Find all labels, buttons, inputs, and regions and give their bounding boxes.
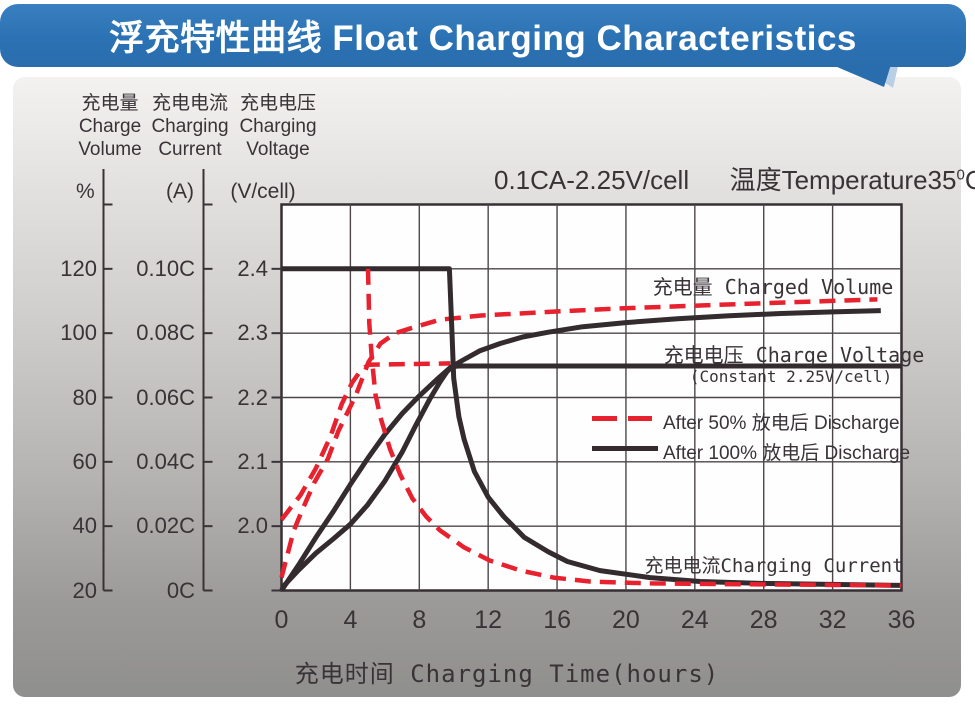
x-axis-tick-label: 24 [680, 606, 709, 634]
temperature-unit: C [964, 165, 975, 195]
charge-volume-tick-label: 60 [72, 448, 97, 474]
charging-current-after-50pct-discharge-curve [365, 268, 902, 588]
charging-current-tick-label: 0.04C [136, 448, 195, 474]
charge-voltage-after-50pct-discharge-curve [279, 361, 451, 522]
charged-volume-after-50pct-discharge-curve [279, 297, 878, 579]
charge-voltage-after-100pct-discharge-curve [280, 363, 902, 590]
charging-current-tick-label: 0.06C [136, 384, 195, 410]
x-axis-title: 充电时间 Charging Time(hours) [294, 660, 720, 688]
charging-current-tick-label: 0.08C [136, 320, 195, 346]
charging-voltage-axis-header: 充电电压 Charging Voltage [223, 92, 333, 161]
charging-current-header-zh: 充电电流 [151, 93, 228, 114]
charge-volume-header-zh: 充电量 [81, 93, 139, 114]
x-axis-tick-label: 4 [343, 606, 358, 634]
legend-label-100pct-discharge: After 100% 放电后 Discharge [663, 443, 911, 464]
test-condition-annotation: 0.1CA-2.25V/cell 温度Temperature350C [494, 160, 975, 197]
charging-current-header-en1: Charging [151, 116, 229, 137]
x-axis-tick-label: 28 [749, 606, 778, 634]
charging-voltage-header-en1: Charging [239, 116, 317, 137]
charge-volume-header-en2: Volume [78, 139, 142, 160]
charged-volume-after-100pct-discharge-curve [279, 308, 881, 592]
x-axis-tick-label: 12 [474, 606, 503, 634]
charging-voltage-tick-label: 2.2 [237, 384, 268, 410]
legend-label-50pct-discharge: After 50% 放电后 Discharge [663, 413, 900, 434]
charge-volume-tick-label: 80 [72, 384, 97, 410]
charging-current-tick-label: 0.10C [136, 255, 195, 281]
charging-voltage-axis-unit: (V/cell) [230, 180, 296, 203]
temperature-degree-sup: 0 [956, 166, 965, 184]
charging-current-tick-label: 0C [166, 577, 195, 603]
constant-voltage-note: (Constant 2.25V/cell) [689, 367, 893, 386]
charge-volume-tick-label: 40 [72, 513, 97, 539]
charged-volume-curve-label: 充电量 Charged Volume [652, 275, 894, 299]
x-axis-tick-label: 20 [611, 606, 640, 634]
charging-current-curve-label: 充电电流Charging Current [644, 555, 904, 577]
charging-current-axis-unit: (A) [166, 180, 194, 203]
charge-volume-axis-unit: % [76, 180, 95, 203]
charging-current-header-en2: Current [158, 139, 222, 160]
charging-voltage-header-en2: Voltage [246, 139, 310, 160]
charging-voltage-tick-label: 2.3 [237, 320, 268, 346]
charge-volume-tick-label: 100 [60, 320, 97, 346]
x-axis-tick-label: 16 [543, 606, 571, 634]
condition-text: 0.1CA-2.25V/cell [494, 165, 690, 195]
x-axis-tick-label: 8 [412, 606, 427, 634]
charge-voltage-curve-label: 充电电压 Charge Voltage [663, 343, 925, 367]
x-axis-tick-label: 36 [887, 606, 916, 634]
charging-current-axis-header: 充电电流 Charging Current [135, 92, 245, 161]
charging-voltage-tick-label: 2.4 [237, 255, 268, 281]
charge-volume-header-en1: Charge [78, 116, 142, 137]
x-axis-tick-label: 0 [274, 606, 289, 634]
charge-volume-tick-label: 120 [60, 255, 97, 281]
temperature-text: 温度Temperature35 [729, 165, 957, 195]
charging-voltage-tick-label: 2.0 [237, 513, 268, 539]
charge-volume-tick-label: 20 [72, 577, 97, 603]
page-title: 浮充特性曲线 Float Charging Characteristics [109, 19, 857, 58]
charging-voltage-header-zh: 充电电压 [239, 93, 316, 114]
charging-voltage-tick-label: 2.1 [237, 448, 268, 474]
charge-volume-axis-header: 充电量 Charge Volume [55, 92, 165, 161]
charging-current-tick-label: 0.02C [136, 513, 195, 539]
x-axis-tick-label: 32 [818, 606, 847, 634]
title-banner: 浮充特性曲线 Float Charging Characteristics [0, 4, 966, 67]
charging-current-after-100pct-discharge-curve [281, 266, 902, 588]
